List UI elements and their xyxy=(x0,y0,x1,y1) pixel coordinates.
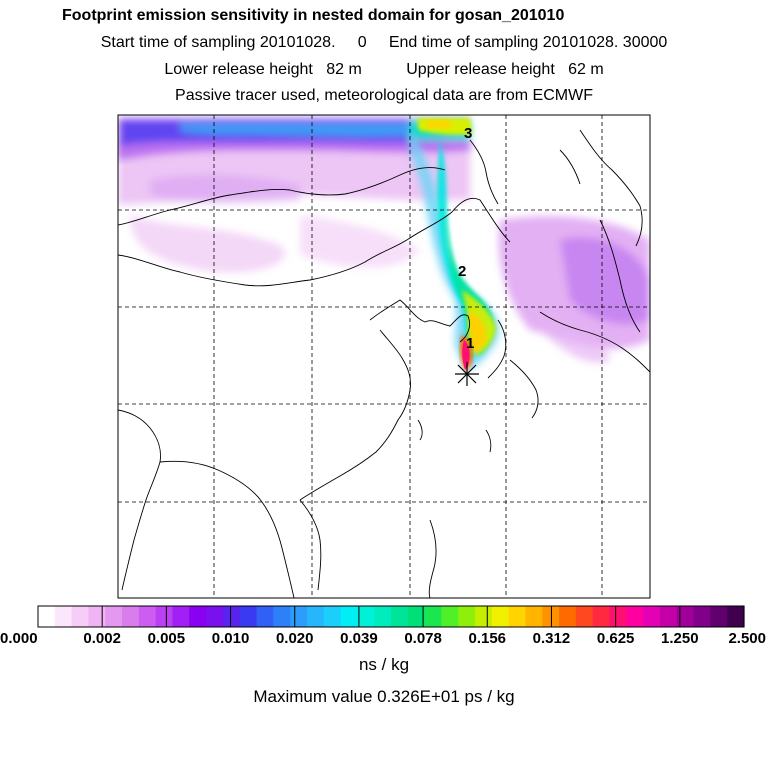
colorbar-swatch xyxy=(273,606,291,627)
colorbar-swatch xyxy=(239,606,258,627)
colorbar-swatch xyxy=(172,606,190,627)
colorbar-swatch xyxy=(391,606,409,627)
colorbar-swatch xyxy=(525,606,543,627)
colorbar-swatch xyxy=(323,606,342,627)
colorbar-swatch xyxy=(626,606,644,627)
colorbar-swatch xyxy=(71,606,90,627)
release-height-line: Lower release height 82 m Upper release … xyxy=(164,61,604,78)
colorbar-swatch xyxy=(88,606,106,627)
colorbar-swatch xyxy=(290,606,308,627)
low-sensitivity-field xyxy=(118,140,650,363)
graticule xyxy=(118,115,650,598)
trajectory-marker-2: 2 xyxy=(458,263,466,280)
colorbar-swatch xyxy=(676,606,695,627)
map-frame xyxy=(117,114,651,599)
colorbar-swatch xyxy=(508,606,527,627)
maximum-value-label: Maximum value 0.326E+01 ps / kg xyxy=(253,687,515,706)
colorbar-swatch xyxy=(54,606,73,627)
colorbar-tick-label: 0.312 xyxy=(533,630,571,647)
colorbar-swatches xyxy=(38,606,745,627)
plot-title: Footprint emission sensitivity in nested… xyxy=(62,7,565,24)
colorbar-ticks xyxy=(37,606,745,627)
colorbar-swatch xyxy=(491,606,510,627)
colorbar-swatch xyxy=(475,606,493,627)
colorbar-tick-label: 0.078 xyxy=(404,630,442,647)
colorbar-swatch xyxy=(592,606,611,627)
colorbar-swatch xyxy=(727,606,745,627)
colorbar-swatch xyxy=(155,606,174,627)
colorbar-tick-label: 2.500 xyxy=(728,630,766,647)
colorbar-swatch xyxy=(256,606,274,627)
colorbar-tick-label: 0.156 xyxy=(468,630,506,647)
colorbar-tick-label: 0.039 xyxy=(340,630,378,647)
colorbar-swatch xyxy=(575,606,594,627)
colorbar-swatch xyxy=(357,606,375,627)
colorbar-swatch xyxy=(189,606,207,627)
colorbar-swatch xyxy=(222,606,241,627)
colorbar-tick-label: 0.020 xyxy=(276,630,314,647)
colorbar-swatch xyxy=(38,606,56,627)
trajectory-labels: 3 2 1 xyxy=(458,125,474,352)
colorbar-swatch xyxy=(105,606,123,627)
colorbar-swatch xyxy=(138,606,157,627)
northern-plume-band xyxy=(118,118,470,160)
colorbar-swatch xyxy=(643,606,661,627)
trajectory-marker-1: 1 xyxy=(466,335,474,352)
tracer-info-line: Passive tracer used, meteorological data… xyxy=(175,87,593,104)
colorbar-swatch xyxy=(407,606,426,627)
coastlines xyxy=(118,129,650,598)
sampling-time-line: Start time of sampling 20101028. 0 End t… xyxy=(100,34,668,51)
trajectory-marker-3: 3 xyxy=(464,125,472,142)
colorbar-tick-label: 0.010 xyxy=(212,630,250,647)
colorbar-tick-label: 0.005 xyxy=(148,630,186,647)
colorbar-swatch xyxy=(559,606,577,627)
colorbar-tick-labels: 0.000 0.002 0.005 0.010 0.020 0.039 0.078 0.156… xyxy=(0,630,766,647)
colorbar-swatch xyxy=(710,606,728,627)
colorbar-swatch xyxy=(122,606,140,627)
colorbar-swatch xyxy=(609,606,627,627)
colorbar-swatch xyxy=(306,606,325,627)
colorbar-tick-label: 1.250 xyxy=(661,630,699,647)
colorbar-swatch xyxy=(374,606,392,627)
colorbar-swatch xyxy=(424,606,443,627)
colorbar: 0.000 0.002 0.005 0.010 0.020 0.039 0.078 0.156… xyxy=(0,605,766,647)
colorbar-swatch xyxy=(659,606,678,627)
colorbar-swatch xyxy=(206,606,224,627)
colorbar-swatch xyxy=(693,606,711,627)
colorbar-swatch xyxy=(458,606,476,627)
colorbar-tick-label: 0.002 xyxy=(83,630,121,647)
main-plume xyxy=(408,118,499,372)
colorbar-swatch xyxy=(441,606,459,627)
star-receptor-icon xyxy=(455,362,479,386)
colorbar-tick-label: 0.000 xyxy=(0,630,38,647)
colorbar-units: ns / kg xyxy=(358,655,410,674)
colorbar-tick-label: 0.625 xyxy=(597,630,635,647)
colorbar-swatch xyxy=(340,606,358,627)
